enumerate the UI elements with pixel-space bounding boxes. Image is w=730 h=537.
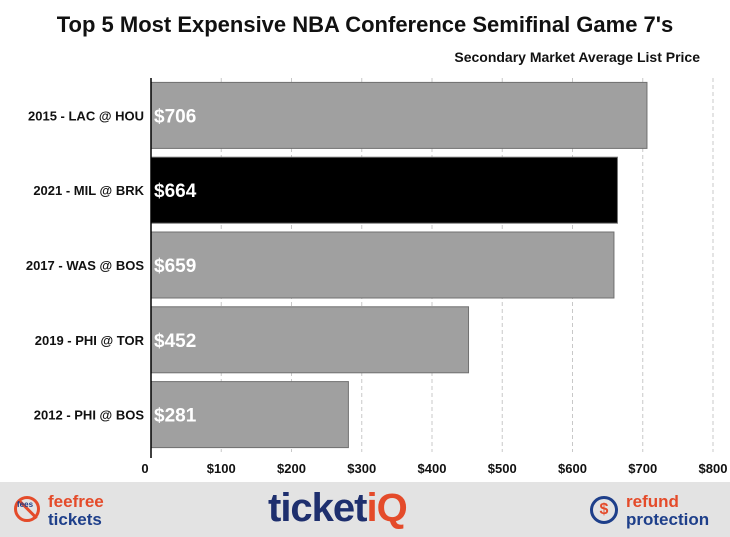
feefree-label: feefree xyxy=(48,492,104,511)
category-label: 2017 - WAS @ BOS xyxy=(26,258,144,273)
x-tick-label: 0 xyxy=(141,461,148,476)
category-label: 2012 - PHI @ BOS xyxy=(34,408,145,423)
category-label: 2015 - LAC @ HOU xyxy=(28,108,144,123)
bar xyxy=(150,231,615,299)
bar-value-label: $706 xyxy=(154,106,196,127)
protection-label: protection xyxy=(626,510,710,529)
x-tick-label: $400 xyxy=(418,461,447,476)
x-tick-label: $100 xyxy=(207,461,236,476)
bar-value-label: $281 xyxy=(154,406,197,427)
x-tick-label: $600 xyxy=(558,461,587,476)
refund-protection-badge: $ refund protection xyxy=(590,492,730,532)
bar-chart: $706 2015 - LAC @ HOU $664 2021 - MIL @ BRK… xyxy=(26,78,728,476)
feefree-tickets-badge: fees feefree tickets xyxy=(14,492,134,532)
x-tick-label: $700 xyxy=(628,461,657,476)
category-label: 2021 - MIL @ BRK xyxy=(33,183,144,198)
bar xyxy=(150,81,648,149)
x-tick-label: $800 xyxy=(699,461,728,476)
x-tick-label: $300 xyxy=(347,461,376,476)
bar-value-label: $452 xyxy=(154,331,196,352)
logo-main-text: ticket xyxy=(268,486,367,530)
bar-value-label: $664 xyxy=(154,181,197,202)
chart-title: Top 5 Most Expensive NBA Conference Semi… xyxy=(56,12,674,37)
footer-banner: fees feefree tickets ticketiQ $ refund p… xyxy=(0,482,730,537)
x-tick-label: $200 xyxy=(277,461,306,476)
bar-value-label: $659 xyxy=(154,256,196,277)
bar xyxy=(150,306,470,374)
category-label: 2019 - PHI @ TOR xyxy=(35,333,145,348)
x-tick-label: $500 xyxy=(488,461,517,476)
logo-accent-text: iQ xyxy=(366,486,408,530)
refund-label: refund xyxy=(626,492,679,511)
chart-subtitle: Secondary Market Average List Price xyxy=(454,49,700,65)
tickets-label: tickets xyxy=(48,510,102,529)
refund-dollar-icon: $ xyxy=(590,496,618,524)
bar xyxy=(150,156,618,224)
no-fees-icon xyxy=(14,496,40,522)
ticketiq-logo: ticketiQ xyxy=(268,482,408,534)
bar xyxy=(150,381,349,449)
no-fees-icon-text: fees xyxy=(17,500,34,509)
